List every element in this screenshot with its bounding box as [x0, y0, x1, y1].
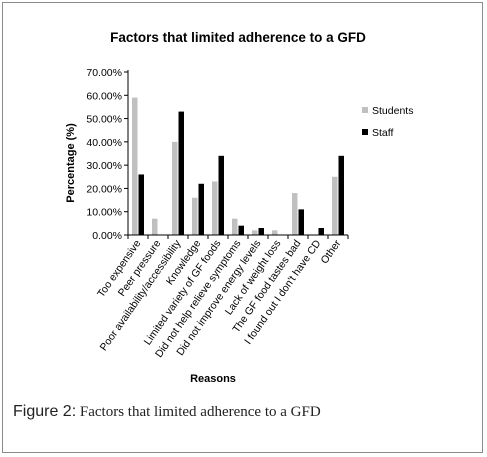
caption-label: Figure 2: — [13, 403, 77, 420]
y-tick-label: 30.00% — [86, 160, 122, 172]
bar-staff-5 — [238, 225, 244, 235]
bar-staff-2 — [178, 111, 184, 235]
y-tick-label: 50.00% — [86, 114, 122, 126]
bar-students-10 — [332, 176, 338, 235]
bar-students-5 — [232, 218, 238, 235]
x-axis-label: Reasons — [190, 373, 236, 385]
y-tick-label: 10.00% — [86, 207, 122, 219]
legend-label-students: Students — [372, 105, 413, 117]
bar-students-4 — [212, 181, 218, 235]
bar-staff-0 — [138, 174, 144, 235]
y-tick-label: 0.00% — [92, 230, 122, 242]
y-tick-label: 60.00% — [86, 90, 122, 102]
bar-students-6 — [252, 230, 258, 235]
y-tick-label: 40.00% — [86, 137, 122, 149]
figure-caption: Figure 2: Factors that limited adherence… — [13, 403, 321, 421]
x-category-label: Other — [319, 237, 344, 266]
bar-students-3 — [192, 197, 198, 235]
bar-students-1 — [152, 218, 158, 235]
chart: Factors that limited adherence to a GFD … — [65, 30, 413, 385]
y-tick-label: 20.00% — [86, 183, 122, 195]
legend-label-staff: Staff — [372, 127, 393, 139]
y-tick-label: 70.00% — [86, 67, 122, 79]
chart-title: Factors that limited adherence to a GFD — [110, 30, 366, 45]
legend-swatch-students — [362, 107, 368, 113]
bar-staff-8 — [298, 209, 304, 235]
legend-swatch-staff — [362, 129, 368, 135]
bar-students-7 — [272, 230, 278, 235]
bar-staff-9 — [318, 228, 324, 235]
y-axis-label: Percentage (%) — [65, 123, 77, 203]
bar-students-2 — [172, 141, 178, 235]
bar-staff-10 — [338, 155, 344, 235]
bar-staff-6 — [258, 228, 264, 235]
chart-svg: Factors that limited adherence to a GFD … — [65, 30, 413, 385]
bar-staff-4 — [218, 155, 224, 235]
bar-staff-3 — [198, 183, 204, 235]
bar-students-0 — [132, 97, 138, 235]
caption-text: Factors that limited adherence to a GFD — [76, 404, 321, 420]
bar-students-8 — [292, 193, 298, 235]
